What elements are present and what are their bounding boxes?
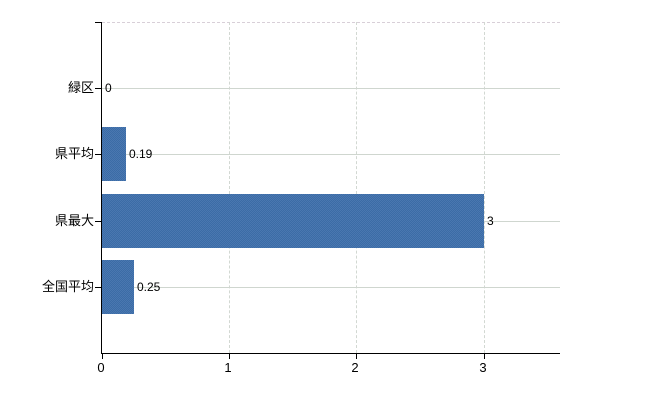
bar-value-label: 3	[487, 214, 494, 228]
bar-value-label: 0	[105, 81, 112, 95]
y-axis-tick	[95, 287, 101, 288]
bar	[102, 260, 134, 314]
x-axis-tick-label: 1	[224, 360, 232, 375]
category-label: 全国平均	[41, 279, 94, 294]
bar	[102, 127, 126, 181]
bar-value-label: 0.25	[137, 280, 161, 294]
y-axis-tick	[95, 221, 101, 222]
category-label: 県最大	[54, 213, 94, 228]
x-axis-tick	[229, 354, 230, 359]
x-axis-tick	[356, 354, 357, 359]
category-label: 県平均	[54, 146, 94, 161]
horizontal-gridline	[102, 287, 560, 288]
vertical-gridline	[484, 22, 485, 353]
vertical-gridline	[356, 22, 357, 353]
y-axis-tick	[95, 154, 101, 155]
y-axis-tick	[95, 88, 101, 89]
x-axis-tick	[102, 354, 103, 359]
horizontal-gridline	[102, 154, 560, 155]
bar-value-label: 0.19	[129, 147, 153, 161]
horizontal-gridline	[102, 88, 560, 89]
category-label: 緑区	[67, 80, 94, 95]
x-axis-tick	[484, 354, 485, 359]
plot-top-gridline	[102, 22, 560, 23]
x-axis-tick-label: 2	[351, 360, 359, 375]
y-axis-tick	[95, 22, 101, 23]
x-axis-tick-label: 3	[479, 360, 487, 375]
plot-area: 0 0.19 3 0.25	[95, 22, 560, 359]
x-axis-tick-label: 0	[97, 360, 105, 375]
bar	[102, 194, 484, 248]
vertical-gridline	[229, 22, 230, 353]
